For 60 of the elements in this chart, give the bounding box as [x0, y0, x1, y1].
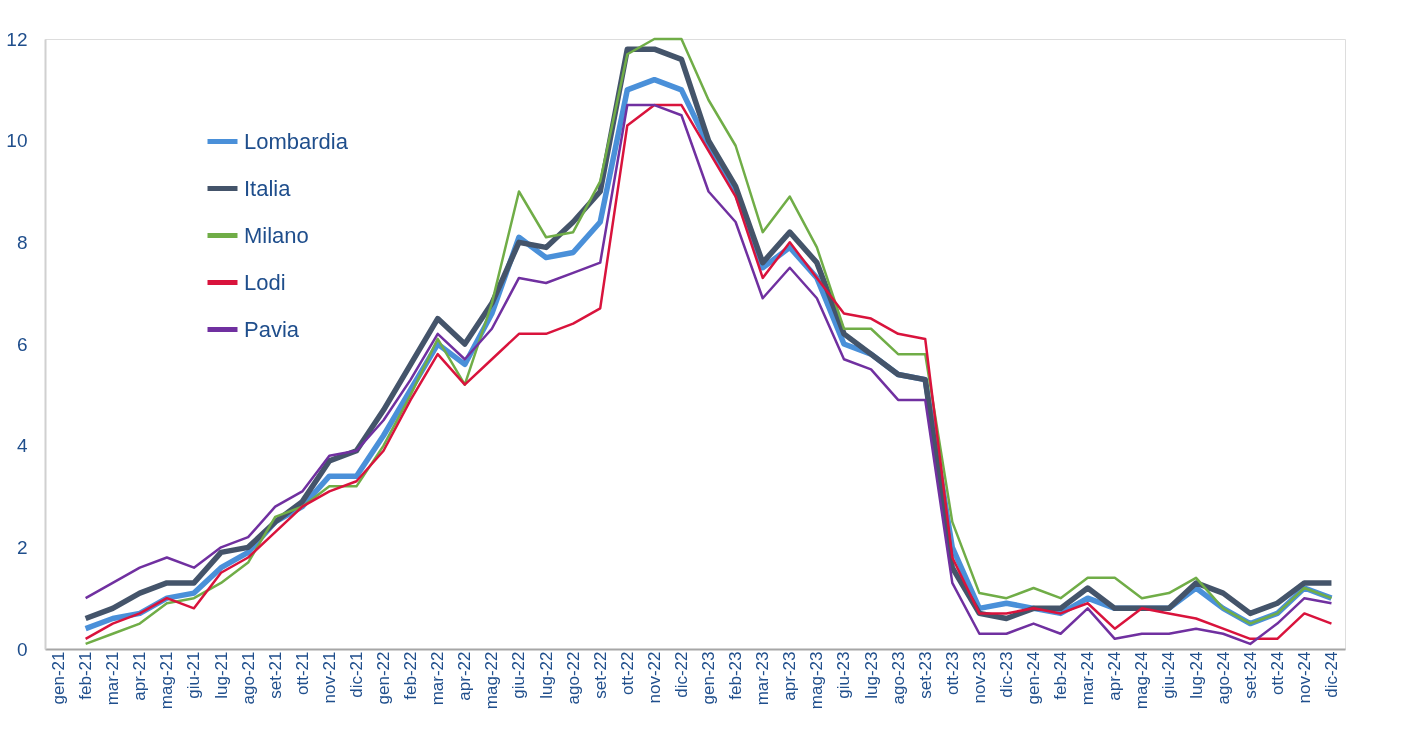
x-tick-label: set-21 — [265, 651, 285, 699]
x-tick-label: mar-22 — [428, 651, 448, 706]
y-tick-label: 12 — [6, 28, 28, 50]
x-tick-label: ago-21 — [238, 651, 258, 705]
x-tick-label: nov-21 — [319, 651, 339, 704]
x-tick-label: ago-24 — [1213, 651, 1233, 705]
x-tick-label: lug-22 — [536, 651, 556, 699]
y-tick-label: 2 — [16, 536, 28, 558]
x-tick-label: ott-23 — [942, 651, 962, 695]
x-tick-label: gen-21 — [49, 651, 69, 705]
x-tick-label: feb-22 — [401, 651, 421, 700]
x-tick-label: dic-22 — [671, 651, 691, 698]
y-tick-label: 8 — [16, 231, 28, 253]
x-tick-label: ott-21 — [292, 651, 312, 695]
x-tick-label: gen-22 — [374, 651, 394, 705]
x-tick-label: mag-21 — [157, 651, 177, 710]
x-tick-label: nov-24 — [1294, 651, 1314, 704]
x-tick-label: lug-23 — [861, 651, 881, 699]
x-tick-label: feb-23 — [726, 651, 746, 700]
x-tick-label: set-23 — [915, 651, 935, 699]
x-tick-label: gen-24 — [1024, 651, 1044, 705]
x-tick-label: ago-23 — [888, 651, 908, 705]
x-tick-label: giu-22 — [509, 651, 529, 699]
x-tick-label: giu-21 — [184, 651, 204, 699]
x-tick-label: ott-24 — [1267, 651, 1287, 695]
x-tick-label: mar-23 — [753, 651, 773, 706]
legend-label: Italia — [244, 175, 292, 201]
x-tick-label: dic-23 — [996, 651, 1016, 698]
x-tick-label: dic-21 — [346, 651, 366, 698]
x-tick-label: apr-24 — [1105, 651, 1125, 701]
x-tick-label: apr-21 — [130, 651, 150, 701]
x-tick-label: mar-24 — [1078, 651, 1098, 706]
x-tick-label: apr-23 — [780, 651, 800, 701]
y-tick-label: 0 — [16, 638, 28, 660]
x-tick-label: nov-23 — [969, 651, 989, 704]
legend-label: Lombardia — [244, 128, 349, 154]
legend-label: Milano — [244, 222, 309, 248]
y-tick-label: 10 — [6, 130, 28, 152]
x-tick-label: ott-22 — [617, 651, 637, 695]
x-tick-label: gen-23 — [699, 651, 719, 705]
x-tick-label: mag-23 — [807, 651, 827, 710]
x-tick-label: dic-24 — [1321, 651, 1341, 698]
x-tick-label: set-24 — [1240, 651, 1260, 699]
x-tick-label: ago-22 — [563, 651, 583, 705]
x-tick-label: apr-22 — [455, 651, 475, 701]
x-tick-label: mag-22 — [482, 651, 502, 710]
x-tick-label: lug-24 — [1186, 651, 1206, 699]
legend-label: Lodi — [244, 269, 286, 295]
x-tick-label: mar-21 — [103, 651, 123, 706]
x-tick-label: nov-22 — [644, 651, 664, 704]
x-tick-label: feb-21 — [76, 651, 96, 700]
x-tick-label: lug-21 — [211, 651, 231, 699]
x-tick-label: mag-24 — [1132, 651, 1152, 710]
y-tick-label: 6 — [16, 333, 28, 355]
x-tick-label: giu-24 — [1159, 651, 1179, 699]
x-tick-label: feb-24 — [1051, 651, 1071, 700]
x-tick-label: giu-23 — [834, 651, 854, 699]
legend-label: Pavia — [244, 316, 300, 342]
y-tick-label: 4 — [16, 435, 28, 457]
x-tick-label: set-22 — [590, 651, 610, 699]
